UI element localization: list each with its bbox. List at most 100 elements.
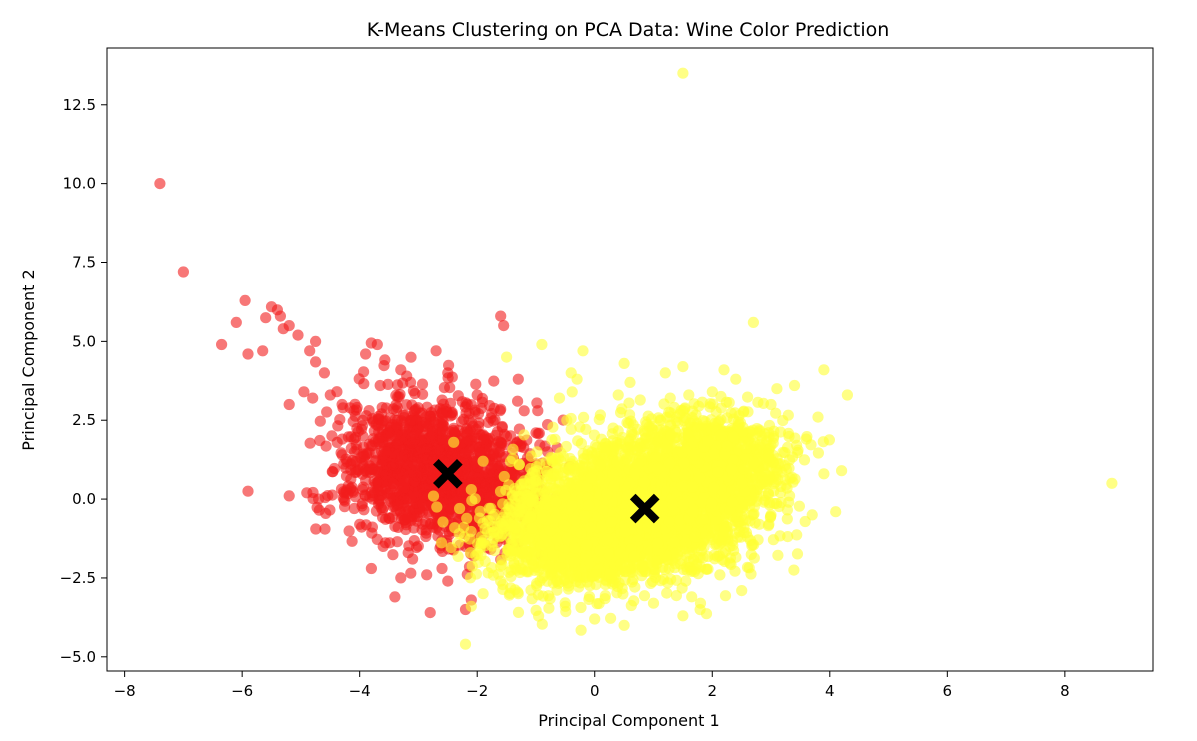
scatter-point [360, 474, 372, 486]
scatter-point [354, 518, 366, 530]
scatter-point [314, 415, 326, 427]
scatter-point [406, 399, 418, 411]
scatter-point [463, 407, 475, 419]
scatter-point [555, 447, 567, 459]
scatter-point [377, 540, 389, 553]
scatter-point [395, 572, 407, 584]
scatter-point [430, 345, 442, 357]
scatter-point [389, 591, 401, 603]
scatter-point [355, 452, 367, 464]
scatter-point [511, 395, 524, 407]
scatter-point [697, 513, 709, 525]
scatter-point [611, 456, 623, 468]
scatter-point [310, 335, 322, 347]
scatter-point [719, 590, 732, 602]
scatter-point [417, 388, 429, 400]
scatter-point [782, 531, 794, 543]
scatter-point [391, 419, 403, 431]
scatter-point [414, 501, 426, 513]
scatter-point [283, 398, 295, 411]
scatter-point [336, 449, 348, 461]
scatter-point [310, 356, 322, 368]
scatter-point [594, 409, 607, 421]
scatter-point [392, 498, 404, 510]
scatter-point [365, 562, 377, 575]
scatter-point [383, 426, 395, 438]
scatter-point [376, 416, 388, 428]
scatter-points-layer [154, 67, 1118, 650]
scatter-point [394, 486, 406, 498]
scatter-point [348, 405, 360, 417]
scatter-point [242, 485, 254, 497]
scatter-point [436, 562, 448, 575]
scatter-point [401, 370, 413, 382]
scatter-point [711, 550, 724, 563]
scatter-point [698, 541, 710, 553]
scatter-point [622, 417, 635, 429]
scatter-point [420, 530, 432, 543]
scatter-point [339, 501, 351, 513]
scatter-point [518, 405, 530, 417]
scatter-point [662, 577, 674, 589]
scatter-point [380, 446, 392, 458]
scatter-point [260, 312, 272, 324]
scatter-point [512, 373, 524, 385]
scatter-point [304, 345, 316, 357]
scatter-point [387, 459, 399, 471]
scatter-point [530, 427, 542, 439]
scatter-point [301, 487, 313, 499]
scatter-point [310, 523, 322, 535]
scatter-point [406, 437, 418, 449]
scatter-point [580, 423, 592, 435]
scatter-point [318, 367, 330, 379]
scatter-point [239, 294, 251, 306]
scatter-point [477, 435, 489, 447]
scatter-point [360, 348, 372, 360]
scatter-point [631, 444, 643, 456]
scatter-point [729, 565, 741, 577]
scatter-point [628, 595, 640, 607]
scatter-point [382, 378, 394, 390]
scatter-point [242, 348, 254, 360]
scatter-point [283, 490, 295, 502]
scatter-point [496, 421, 508, 433]
scatter-point [791, 548, 804, 560]
scatter-point [471, 389, 483, 401]
scatter-point [436, 433, 448, 446]
scatter-point [626, 429, 638, 441]
scatter-point [390, 399, 402, 411]
scatter-point [692, 551, 704, 563]
scatter-point [498, 320, 510, 332]
scatter-point [348, 433, 360, 445]
scatter-point [378, 360, 390, 372]
scatter-point [307, 392, 319, 404]
scatter-point [405, 351, 417, 363]
scatter-point [714, 569, 726, 581]
scatter-point [552, 469, 564, 481]
scatter-point [389, 520, 401, 533]
scatter-point [283, 320, 295, 332]
scatter-point [437, 516, 449, 528]
scatter-point [345, 442, 357, 454]
scatter-point [518, 442, 530, 454]
scatter-point [460, 437, 472, 449]
scatter-point [321, 406, 333, 418]
scatter-point [356, 420, 369, 432]
scatter-point [495, 436, 507, 448]
scatter-point [376, 401, 388, 414]
scatter-point [378, 455, 390, 467]
scatter-point [565, 423, 577, 435]
scatter-point [745, 548, 757, 561]
scatter-point [387, 549, 399, 561]
scatter-point [615, 407, 627, 419]
scatter-point [399, 514, 411, 526]
scatter-point [788, 564, 800, 576]
scatter-point [332, 420, 344, 432]
scatter-point [216, 338, 228, 351]
scatter-point [765, 509, 777, 521]
scatter-point [406, 414, 418, 426]
scatter-point [488, 375, 500, 387]
scatter-point [311, 501, 323, 514]
scatter-point [431, 501, 443, 513]
scatter-point [388, 447, 400, 459]
